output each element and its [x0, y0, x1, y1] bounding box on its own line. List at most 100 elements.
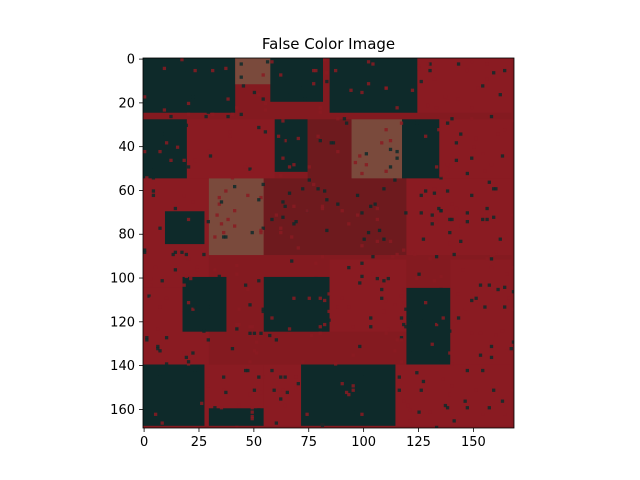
heatmap-speckle: [470, 60, 474, 64]
heatmap-speckle: [180, 58, 184, 62]
heatmap-speckle: [399, 316, 404, 320]
heatmap-speckle: [492, 388, 496, 392]
heatmap-speckle: [145, 338, 149, 342]
heatmap-speckle: [186, 384, 191, 388]
heatmap-speckle: [272, 388, 276, 392]
heatmap-speckle: [281, 147, 285, 152]
heatmap-speckle: [509, 346, 513, 351]
heatmap-speckle: [263, 101, 268, 106]
y-tick-label: 120: [110, 315, 135, 330]
heatmap-speckle: [270, 368, 274, 373]
heatmap-speckle: [180, 250, 184, 254]
heatmap-speckle: [423, 301, 428, 305]
heatmap-speckle: [408, 351, 412, 355]
heatmap-speckle: [509, 351, 513, 355]
heatmap-region-10: [402, 119, 440, 179]
heatmap-speckle: [186, 112, 191, 117]
heatmap-speckle: [169, 114, 173, 119]
heatmap-speckle: [439, 176, 443, 180]
heatmap-speckle: [217, 274, 221, 279]
heatmap-speckle: [235, 425, 239, 428]
heatmap-speckle: [509, 213, 513, 217]
heatmap-speckle: [445, 121, 450, 125]
heatmap-speckle: [307, 178, 311, 182]
heatmap-speckle: [483, 169, 487, 173]
heatmap-speckle: [415, 371, 419, 375]
heatmap-speckle: [296, 386, 300, 390]
heatmap-speckle: [283, 403, 287, 408]
heatmap-speckle: [393, 303, 397, 307]
heatmap-speckle: [333, 68, 338, 73]
heatmap-speckle: [434, 220, 439, 224]
heatmap-speckle: [296, 382, 300, 386]
heatmap-speckle: [243, 283, 248, 287]
heatmap-speckle: [399, 336, 404, 340]
heatmap-speckle: [279, 375, 283, 379]
heatmap-speckle: [347, 222, 351, 226]
heatmap-speckle: [380, 287, 384, 292]
heatmap-speckle: [158, 305, 162, 309]
heatmap-speckle: [456, 316, 461, 320]
heatmap-speckle: [294, 386, 298, 390]
heatmap-speckle: [336, 202, 340, 206]
heatmap-speckle: [470, 298, 474, 303]
heatmap-speckle: [195, 265, 199, 270]
heatmap-speckle: [397, 375, 401, 379]
heatmap-speckle: [430, 342, 434, 346]
heatmap-speckle: [454, 206, 459, 211]
heatmap-speckle: [314, 68, 318, 73]
heatmap-speckle: [415, 276, 419, 281]
heatmap-speckle: [395, 338, 399, 342]
heatmap-speckle: [445, 99, 450, 103]
heatmap-speckle: [434, 255, 439, 259]
heatmap-speckle: [186, 362, 191, 366]
heatmap-speckle: [465, 220, 469, 224]
heatmap-speckle: [503, 128, 507, 132]
heatmap-speckle: [380, 296, 384, 300]
heatmap-speckle: [279, 301, 283, 305]
heatmap-speckle: [224, 235, 228, 239]
x-axis: 0 25 50 75 100 125 150: [140, 428, 486, 450]
heatmap-speckle: [160, 279, 164, 283]
heatmap-speckle: [443, 344, 448, 349]
heatmap-speckle: [261, 97, 265, 101]
heatmap-speckle: [281, 139, 285, 143]
heatmap-speckle: [279, 82, 283, 86]
heatmap-speckle: [318, 296, 322, 300]
heatmap-speckle: [206, 110, 210, 114]
heatmap-speckle: [184, 355, 189, 360]
heatmap-speckle: [388, 165, 393, 169]
heatmap-speckle: [246, 287, 250, 292]
heatmap-speckle: [250, 325, 254, 329]
heatmap-speckle: [143, 163, 147, 167]
heatmap-speckle: [235, 322, 239, 327]
heatmap-speckle: [465, 211, 469, 215]
heatmap-speckle: [279, 397, 283, 401]
heatmap-speckle: [456, 97, 461, 101]
heatmap-speckle: [193, 158, 197, 163]
heatmap-speckle: [470, 156, 474, 160]
heatmap-speckle: [164, 296, 169, 300]
heatmap-speckle: [478, 353, 483, 357]
heatmap-speckle: [360, 90, 364, 95]
heatmap-speckle: [195, 364, 199, 368]
heatmap-speckle: [151, 176, 156, 180]
heatmap-speckle: [434, 322, 439, 327]
heatmap-speckle: [445, 189, 450, 193]
heatmap-speckle: [384, 169, 388, 173]
heatmap-speckle: [450, 362, 454, 366]
heatmap-speckle: [173, 401, 178, 406]
heatmap-speckle: [228, 134, 232, 138]
heatmap-speckle: [421, 379, 426, 384]
heatmap-speckle: [167, 108, 171, 112]
heatmap-speckle: [259, 390, 263, 395]
heatmap-speckle: [226, 114, 230, 119]
x-tick-label: 75: [300, 435, 317, 450]
y-tick-label: 140: [110, 359, 135, 374]
heatmap-speckle: [257, 198, 261, 202]
heatmap-speckle: [169, 382, 173, 386]
heatmap-speckle: [417, 410, 421, 414]
heatmap-speckle: [143, 95, 147, 99]
heatmap-speckle: [323, 189, 327, 193]
heatmap-speckle: [156, 346, 160, 351]
